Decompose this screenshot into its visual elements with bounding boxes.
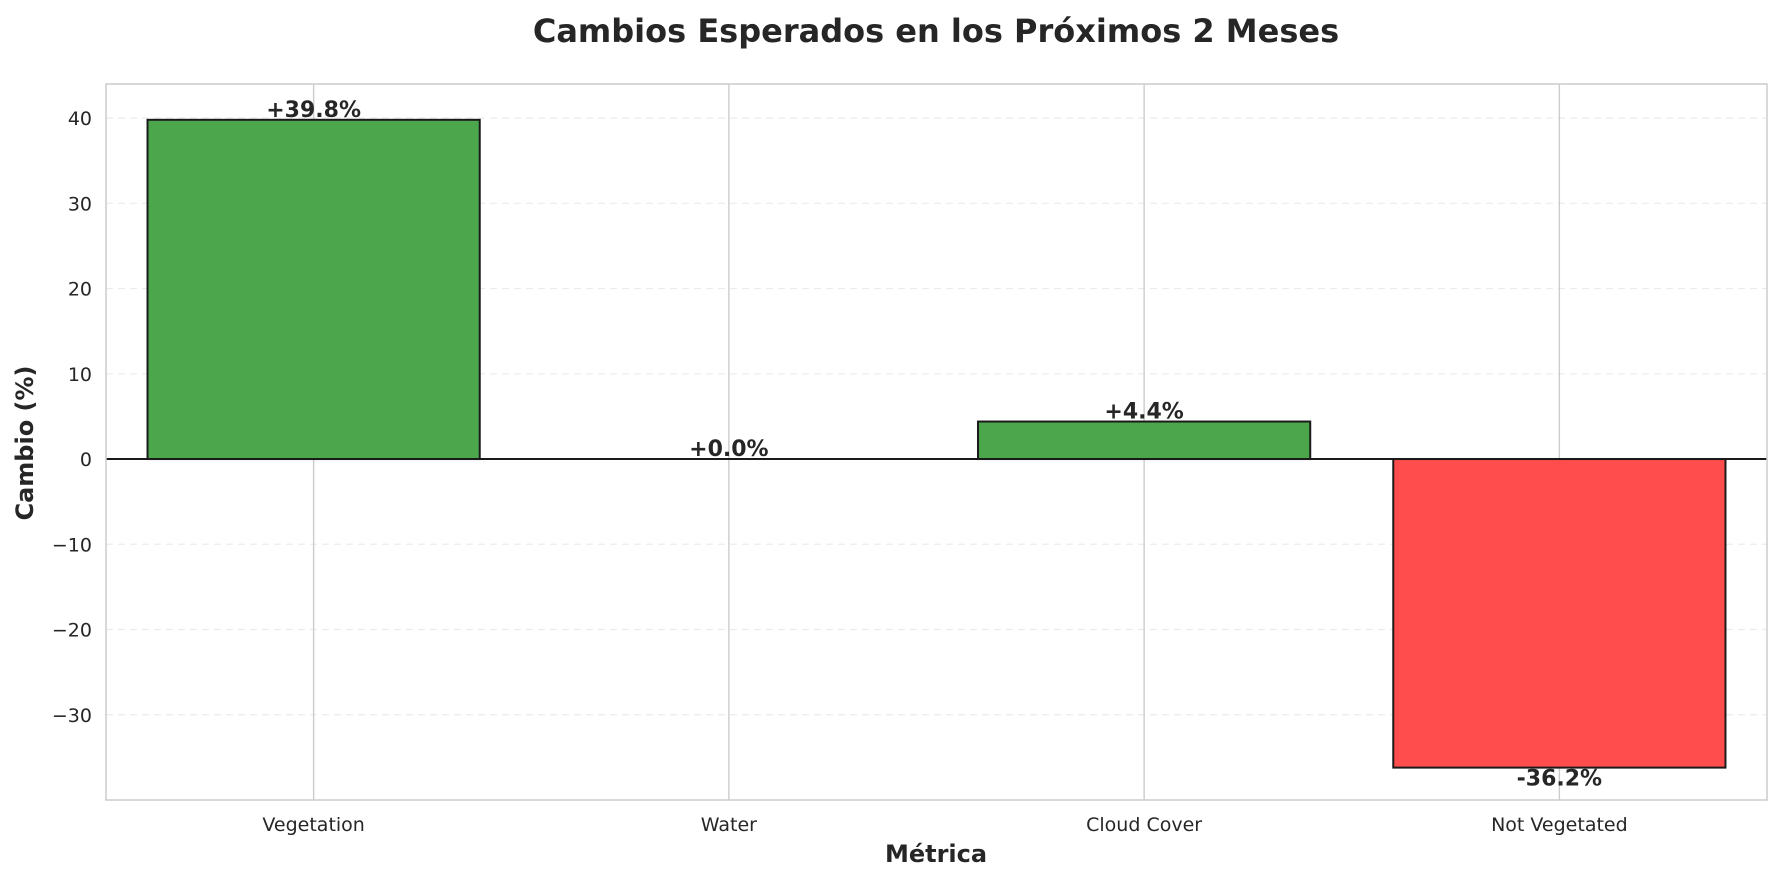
data-label: +0.0% xyxy=(689,437,768,462)
y-tick-label: 20 xyxy=(68,279,92,301)
y-axis-ticks: −30 −20 −10 0 10 20 30 40 xyxy=(52,108,92,727)
y-tick-label: 40 xyxy=(68,108,92,130)
y-tick-label: −10 xyxy=(52,534,92,556)
data-label: +4.4% xyxy=(1104,400,1183,425)
x-tick-label: Vegetation xyxy=(262,814,364,836)
chart-title: Cambios Esperados en los Próximos 2 Mese… xyxy=(533,12,1339,50)
bars xyxy=(146,118,1727,769)
data-labels: +39.8% +0.0% +4.4% -36.2% xyxy=(266,98,1602,792)
y-tick-label: −30 xyxy=(52,705,92,727)
x-axis-label: Métrica xyxy=(885,840,987,868)
bar-cloud-cover xyxy=(977,420,1312,461)
data-label: +39.8% xyxy=(266,98,361,123)
y-axis-label: Cambio (%) xyxy=(11,365,39,520)
data-label: -36.2% xyxy=(1517,767,1602,792)
plot-frame xyxy=(105,83,1768,801)
x-axis-ticks: Vegetation Water Cloud Cover Not Vegetated xyxy=(262,814,1627,836)
y-tick-label: 0 xyxy=(80,449,92,471)
y-tick-label: 30 xyxy=(68,193,92,215)
y-tick-label: −20 xyxy=(52,620,92,642)
bar-vegetation xyxy=(146,118,481,461)
bar-not-vegetated xyxy=(1392,458,1727,769)
x-tick-label: Water xyxy=(701,814,757,836)
y-tick-label: 10 xyxy=(68,364,92,386)
x-tick-label: Cloud Cover xyxy=(1086,814,1202,836)
x-tick-label: Not Vegetated xyxy=(1491,814,1628,836)
